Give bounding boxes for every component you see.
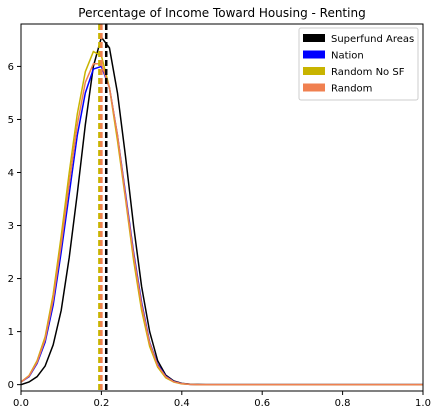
y-tick-label: 6 — [8, 62, 14, 73]
y-tick-label: 0 — [8, 380, 14, 391]
series-line-random — [21, 63, 423, 386]
y-tick-label: 1 — [8, 327, 14, 338]
legend-swatch-random-no-sf — [303, 67, 325, 75]
legend-swatch-nation — [303, 50, 325, 59]
legend-label-superfund-areas: Superfund Areas — [331, 34, 414, 45]
y-tick-label: 5 — [8, 115, 14, 126]
legend-label-random: Random — [331, 84, 372, 95]
chart-title: Percentage of Income Toward Housing - Re… — [78, 6, 365, 20]
plot-area — [21, 24, 423, 391]
x-tick-label: 0.6 — [254, 398, 270, 409]
x-tick-label: 0.0 — [13, 398, 29, 409]
axes: 0.0 0.2 0.4 0.6 0.8 1.0 0 1 2 3 4 5 6 — [8, 23, 431, 409]
axes-frame — [20, 23, 424, 392]
legend-label-nation: Nation — [331, 51, 364, 62]
x-tick-label: 1.0 — [415, 398, 431, 409]
legend-label-random-no-sf: Random No SF — [331, 67, 405, 78]
y-tick-label: 3 — [8, 221, 14, 232]
x-tick-label: 0.2 — [93, 398, 109, 409]
series-line-nation — [21, 65, 423, 386]
legend-box — [298, 27, 419, 101]
legend: Superfund Areas Nation Random No SF Random — [298, 27, 419, 101]
legend-swatch-superfund-areas — [303, 34, 325, 42]
y-tick-label: 4 — [8, 168, 14, 179]
x-tick-label: 0.8 — [335, 398, 351, 409]
y-tick-label: 2 — [8, 274, 14, 285]
x-tick-label: 0.4 — [174, 398, 190, 409]
legend-swatch-random — [303, 83, 325, 92]
